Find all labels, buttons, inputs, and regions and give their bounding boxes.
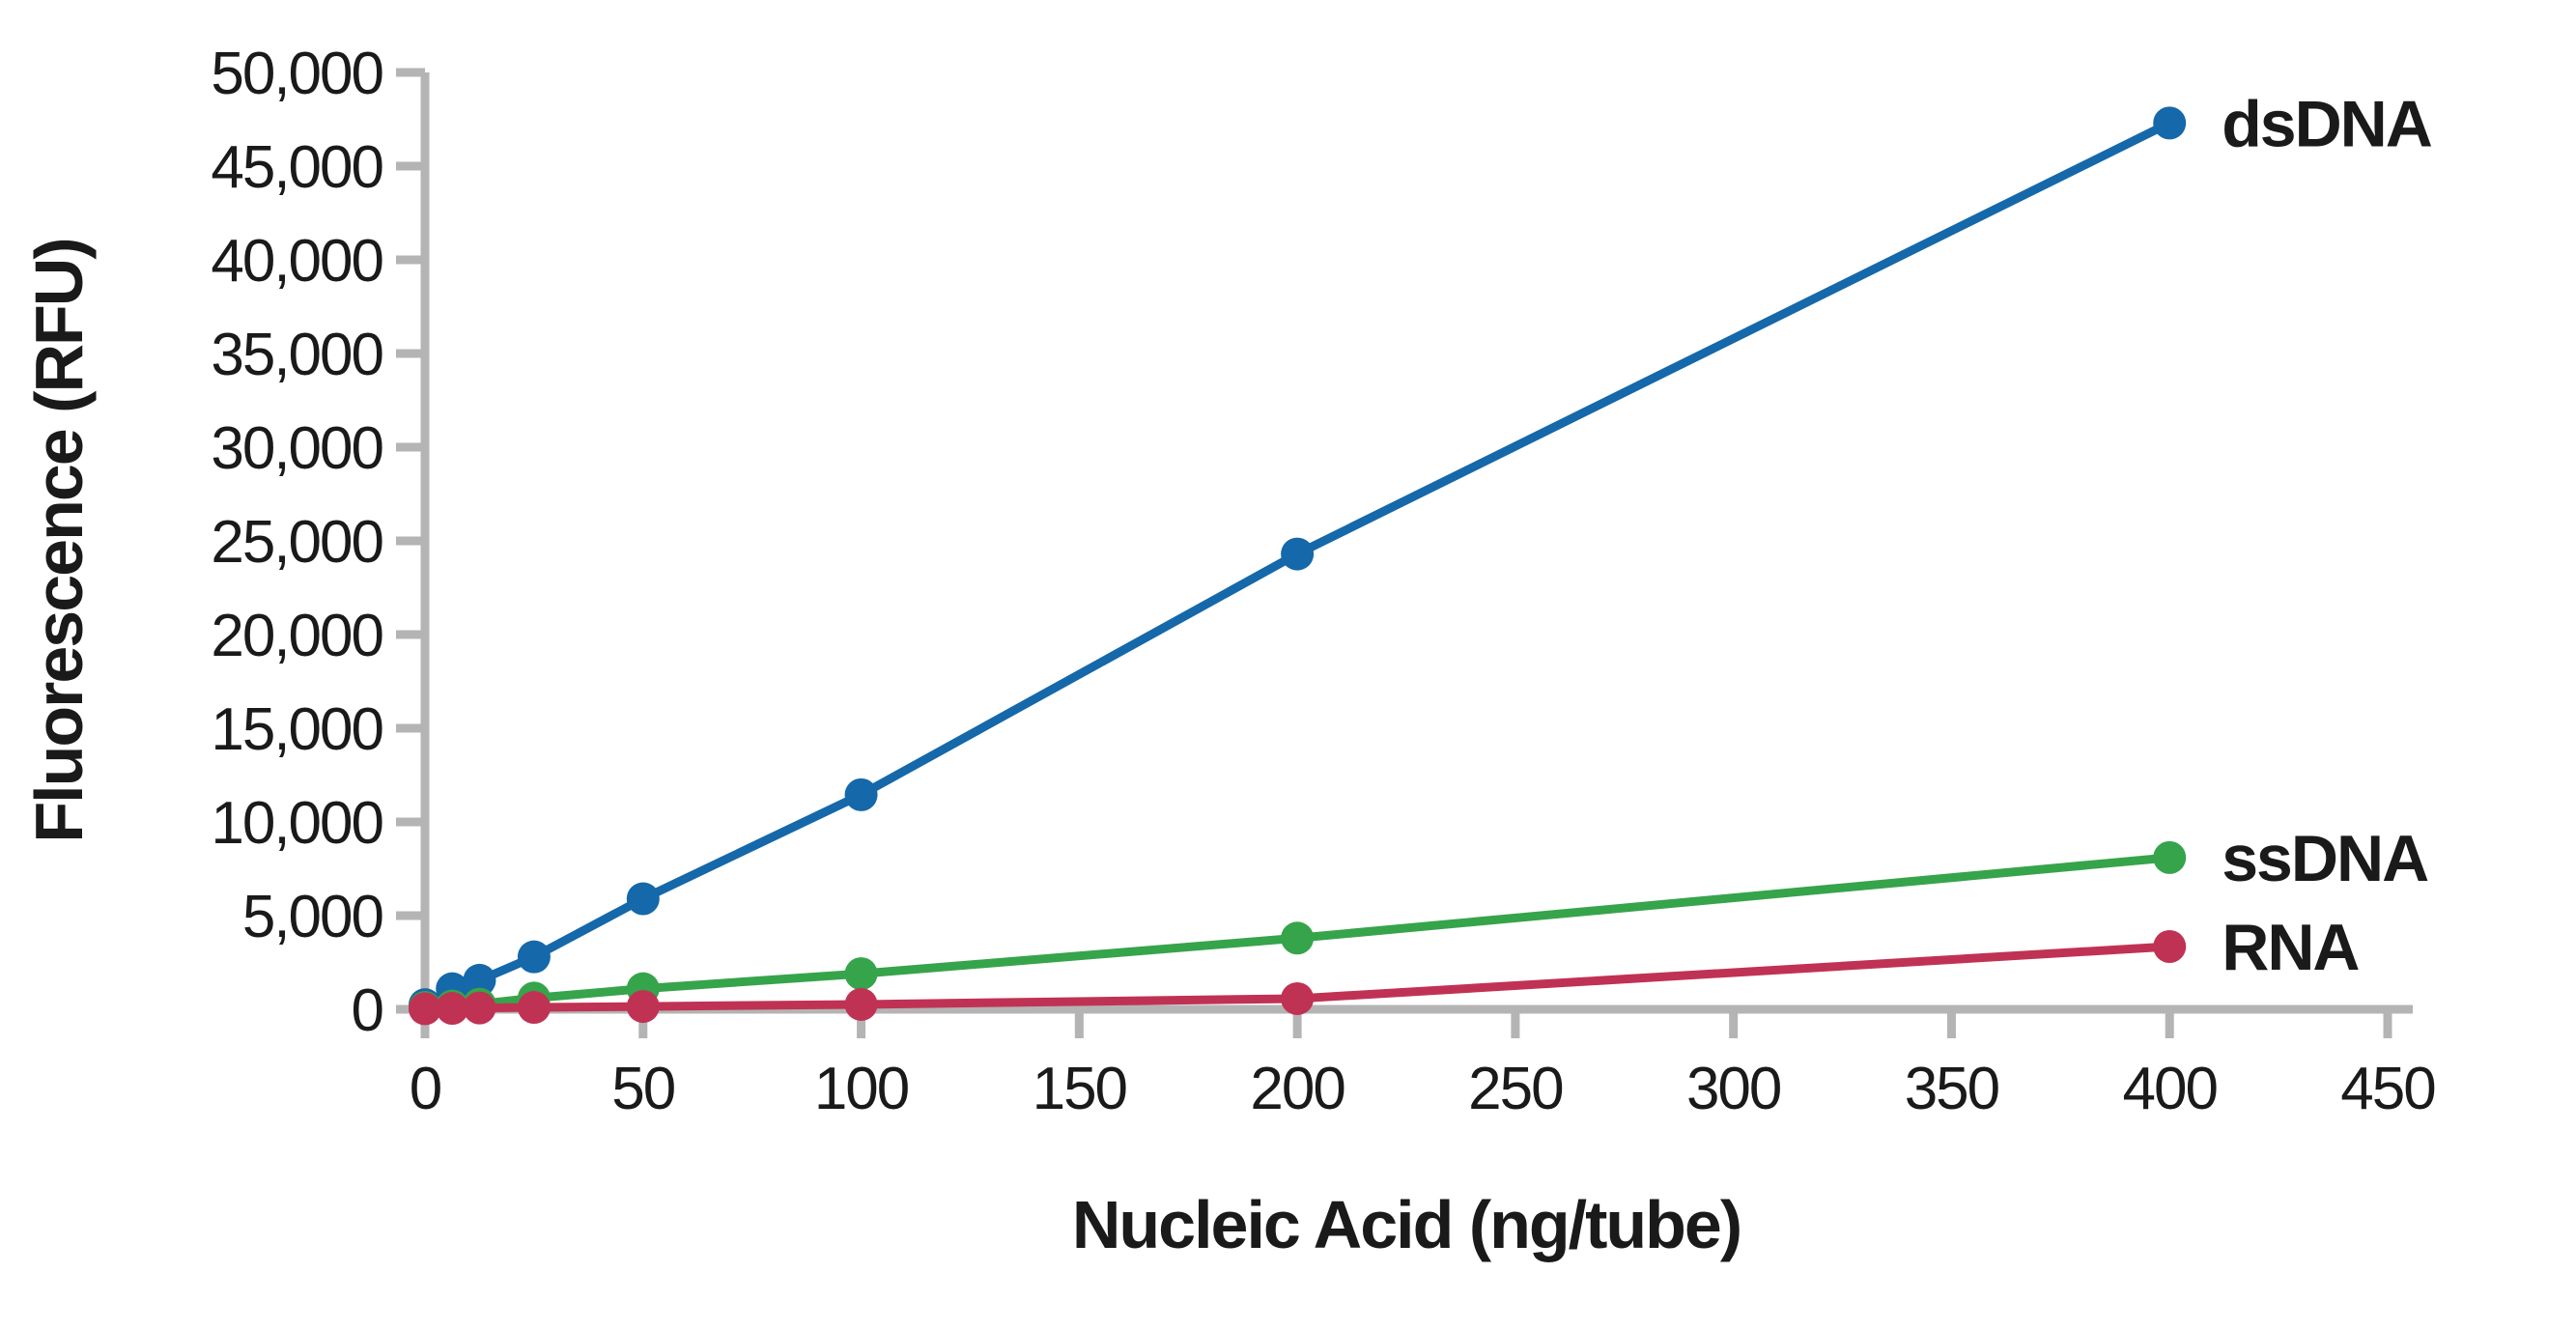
x-tick-label: 250 [1468, 1056, 1563, 1122]
x-tick-label: 300 [1686, 1056, 1781, 1122]
y-tick-label: 5,000 [242, 884, 383, 950]
data-point-dsDNA [844, 778, 878, 811]
x-tick-label: 450 [2340, 1056, 2435, 1122]
data-point-dsDNA [517, 940, 551, 974]
series-label-RNA: RNA [2222, 911, 2359, 984]
x-tick-label: 0 [410, 1056, 441, 1122]
y-tick-label: 20,000 [211, 603, 382, 669]
data-point-RNA [844, 987, 878, 1021]
data-point-RNA [436, 992, 469, 1026]
data-point-RNA [2153, 930, 2187, 964]
series-label-dsDNA: dsDNA [2222, 87, 2432, 160]
x-tick-label: 50 [611, 1056, 674, 1122]
series-labels-group: dsDNA ssDNA RNA [2222, 87, 2434, 984]
data-point-ssDNA [2153, 840, 2187, 874]
x-tick-label: 150 [1033, 1056, 1127, 1122]
y-tick-label: 40,000 [211, 228, 382, 295]
y-tick-label: 25,000 [211, 509, 382, 576]
y-tick-label: 10,000 [211, 790, 382, 857]
x-tick-label: 200 [1250, 1056, 1345, 1122]
y-tick-label: 45,000 [211, 134, 382, 201]
y-tick-label: 15,000 [211, 696, 382, 763]
y-tick-label: 30,000 [211, 415, 382, 482]
series-label-ssDNA: ssDNA [2222, 822, 2428, 895]
data-point-dsDNA [1281, 537, 1315, 571]
axes-group [396, 68, 2413, 1038]
series-group [409, 106, 2187, 1026]
data-point-ssDNA [844, 957, 878, 991]
x-tick-label: 400 [2122, 1056, 2217, 1122]
y-axis-title: Fluorescence (RFU) [21, 239, 97, 842]
data-point-RNA [1281, 981, 1315, 1015]
y-tick-label: 50,000 [211, 41, 382, 107]
data-point-RNA [517, 991, 551, 1025]
data-point-dsDNA [463, 963, 496, 997]
data-point-RNA [463, 991, 496, 1025]
x-tick-label: 350 [1905, 1056, 1999, 1122]
y-tick-label: 35,000 [211, 322, 382, 388]
data-point-RNA [409, 992, 441, 1026]
data-point-dsDNA [626, 882, 660, 916]
data-point-dsDNA [2153, 106, 2187, 140]
tick-labels-group: 0 50 100 150 200 250 300 350 400 450 0 5,000 10,000 1… [211, 41, 2437, 1122]
data-point-ssDNA [1281, 921, 1315, 955]
y-tick-label: 0 [352, 977, 383, 1044]
x-axis-title: Nucleic Acid (ng/tube) [1072, 1187, 1741, 1262]
data-point-RNA [626, 990, 660, 1024]
x-tick-label: 100 [814, 1056, 909, 1122]
